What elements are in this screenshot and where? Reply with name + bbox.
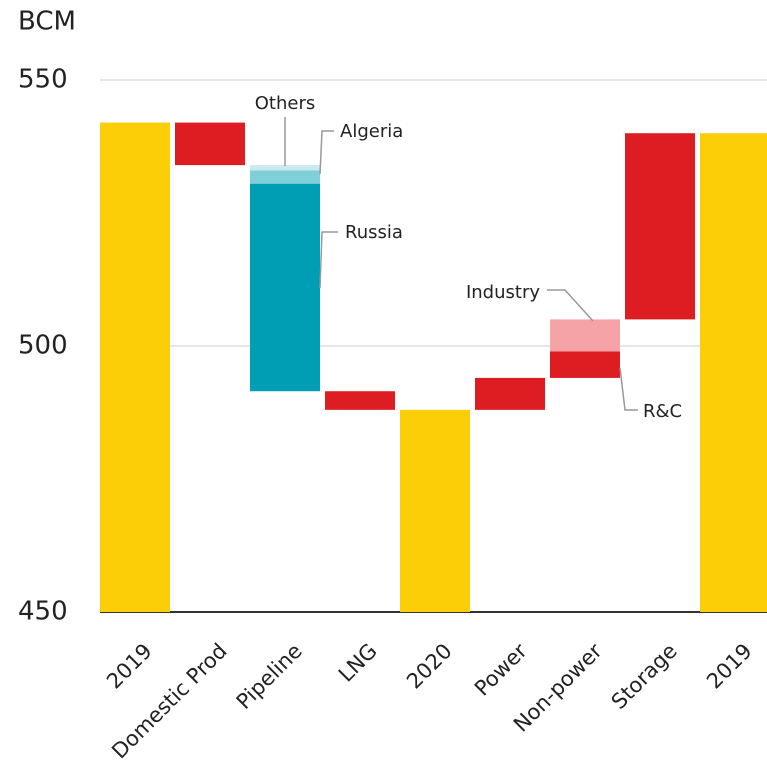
x-tick-label: Pipeline [232,639,307,714]
total-bar [100,122,170,612]
change-bar [250,170,320,184]
y-tick-label: 500 [18,331,68,361]
y-tick-label: 550 [18,65,68,95]
change-bar [550,351,620,378]
change-bar [250,165,320,171]
leader-line [619,367,638,411]
change-bar [475,377,545,410]
callout-label: Algeria [340,121,403,142]
leader-line [547,289,594,322]
callout-label: R&C [643,401,682,422]
change-bar [625,133,695,320]
bars [100,122,767,612]
callout-label: Others [255,93,316,114]
callout-label: Russia [345,222,403,243]
x-tick-label: 2019 [702,639,757,694]
x-tick-label: 2020 [402,639,457,694]
change-bar [550,319,620,352]
x-tick-label: 2019 [102,639,157,694]
total-bar [400,409,470,612]
x-tick-label: Storage [607,639,682,714]
callouts: Others Algeria Russia Industry R&C [255,93,682,422]
total-bar [700,133,767,612]
callout-label: Industry [466,282,540,303]
leader-line [319,231,338,289]
x-tick-label: Power [470,639,532,701]
y-tick-label: 450 [18,597,68,627]
change-bar [175,122,245,166]
x-tick-label: LNG [334,639,382,687]
leader-line [319,130,334,175]
change-bar [250,183,320,392]
change-bar [325,391,395,410]
y-axis-label: BCM [18,7,76,37]
